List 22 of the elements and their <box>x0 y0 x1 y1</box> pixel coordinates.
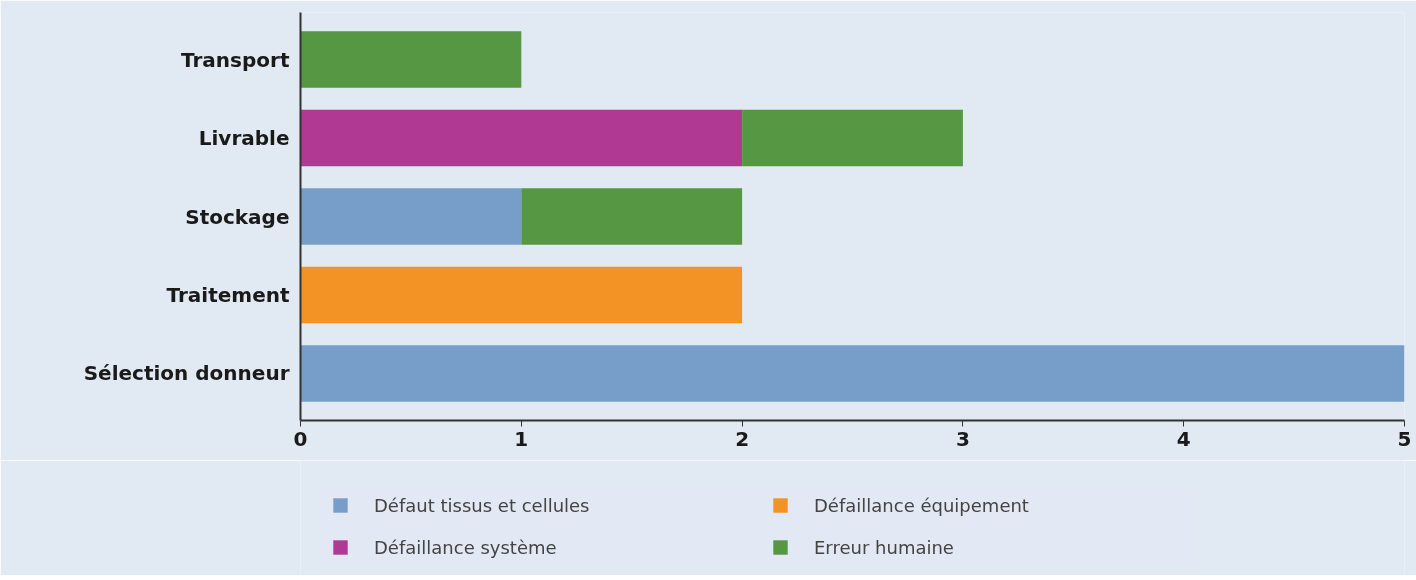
y-tick-label: Sélection donneur <box>83 361 290 386</box>
y-tick-label: Stockage <box>185 204 290 229</box>
y-tick-label: Livrable <box>198 126 290 151</box>
x-tick-label: 1 <box>514 426 529 451</box>
y-tick-label: Transport <box>181 47 290 72</box>
bar <box>300 31 522 88</box>
x-tick-label: 2 <box>735 426 750 451</box>
x-tick-label: 4 <box>1176 426 1191 451</box>
bar <box>300 266 743 324</box>
legend-label: Défaillance système <box>374 536 558 558</box>
bar <box>742 109 963 167</box>
bar <box>300 188 522 245</box>
x-tick-label: 3 <box>955 426 970 451</box>
x-tick-label: 0 <box>293 426 308 451</box>
legend-label: Erreur humaine <box>814 536 955 558</box>
legend-label: Défaut tissus et cellules <box>374 494 591 516</box>
y-tick-label: Traitement <box>166 282 290 307</box>
legend-label: Défaillance équipement <box>814 494 1030 516</box>
bar <box>521 188 743 245</box>
bar <box>300 109 743 167</box>
bar <box>300 345 1405 402</box>
x-tick-label: 5 <box>1397 426 1412 451</box>
